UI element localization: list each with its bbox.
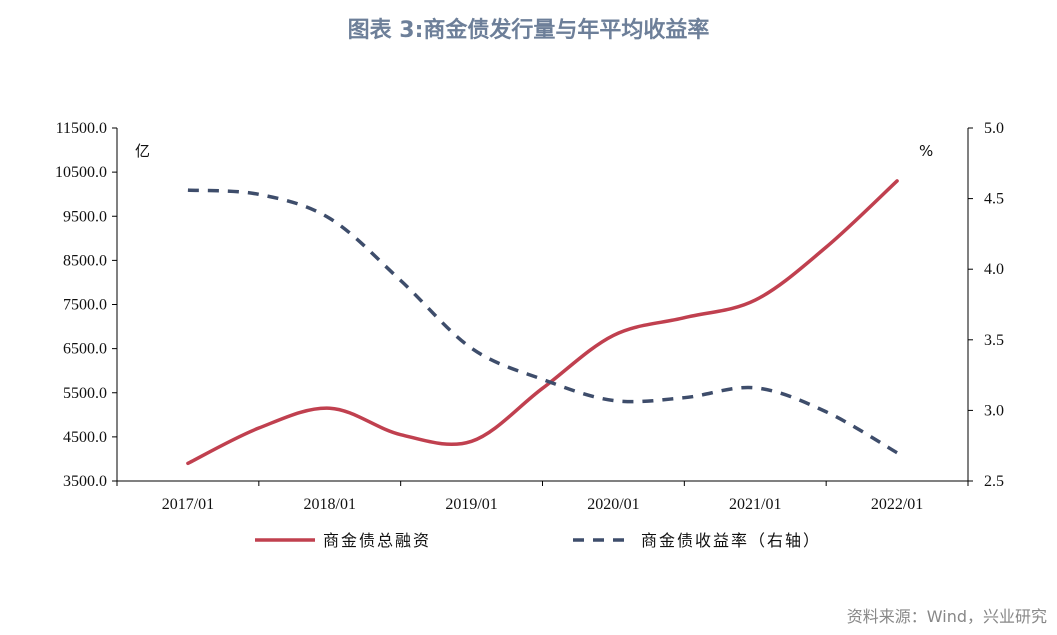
left-tick-label: 11500.0 — [56, 120, 107, 137]
left-tick-label: 7500.0 — [63, 297, 107, 314]
left-tick-label: 8500.0 — [63, 252, 107, 269]
right-tick-label: 3.0 — [984, 402, 1004, 419]
legend-label: 商金债收益率（右轴） — [641, 531, 821, 550]
x-tick-label: 2022/01 — [871, 496, 923, 513]
financing-series-line — [186, 179, 899, 466]
series-lines — [186, 179, 899, 466]
x-tick-label: 2017/01 — [162, 496, 214, 513]
left-tick-label: 9500.0 — [63, 208, 107, 225]
left-tick-label: 6500.0 — [63, 341, 107, 358]
left-axis-unit: 亿 — [135, 142, 150, 160]
source-note: 资料来源：Wind，兴业研究 — [846, 607, 1047, 626]
left-tick-label: 10500.0 — [55, 164, 107, 181]
legend: 商金债总融资 商金债收益率（右轴） — [255, 531, 821, 550]
right-tick-label: 5.0 — [984, 120, 1004, 137]
right-tick-label: 4.5 — [984, 191, 1004, 208]
x-tick-label: 2019/01 — [445, 496, 497, 513]
right-tick-label: 2.5 — [984, 473, 1004, 490]
right-tick-label: 3.5 — [984, 332, 1004, 349]
right-tick-label: 4.0 — [984, 261, 1004, 278]
chart-title: 图表 3:商金债发行量与年平均收益率 — [347, 18, 710, 43]
left-tick-label: 4500.0 — [63, 429, 107, 446]
left-tick-label: 3500.0 — [63, 473, 107, 490]
axes: 3500.0 4500.0 5500.0 6500.0 7500.0 8500.0 9500… — [55, 120, 1004, 513]
x-tick-label: 2018/01 — [304, 496, 356, 513]
x-tick-label: 2021/01 — [729, 496, 781, 513]
yield-series-line — [187, 188, 898, 455]
legend-label: 商金债总融资 — [323, 531, 431, 550]
right-axis-unit: % — [919, 142, 933, 160]
left-tick-label: 5500.0 — [63, 385, 107, 402]
x-tick-label: 2020/01 — [587, 496, 639, 513]
